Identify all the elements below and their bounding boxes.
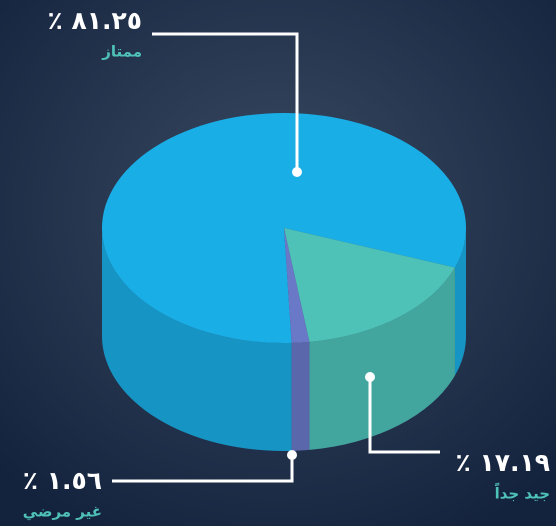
- slice-side-shade: [292, 342, 310, 451]
- value-label: ٪ ١٧.١٩: [455, 448, 550, 477]
- leader-dot: [292, 167, 302, 177]
- category-label: غير مرضي: [23, 503, 102, 521]
- category-label: ممتاز: [101, 43, 142, 61]
- page: ٪ ٨١.٢٥ ممتاز ٪ ١٧.١٩ جيد جداً ٪ ١.٥٦ غير مرض…: [0, 0, 556, 526]
- leader-dot: [287, 450, 297, 460]
- value-label: ٪ ١.٥٦: [23, 466, 102, 495]
- chart: ٪ ٨١.٢٥ ممتاز ٪ ١٧.١٩ جيد جداً ٪ ١.٥٦ غير مرض…: [0, 0, 556, 526]
- category-label: جيد جداً: [494, 482, 550, 502]
- leader-dot: [365, 372, 375, 382]
- value-label: ٪ ٨١.٢٥: [47, 6, 142, 35]
